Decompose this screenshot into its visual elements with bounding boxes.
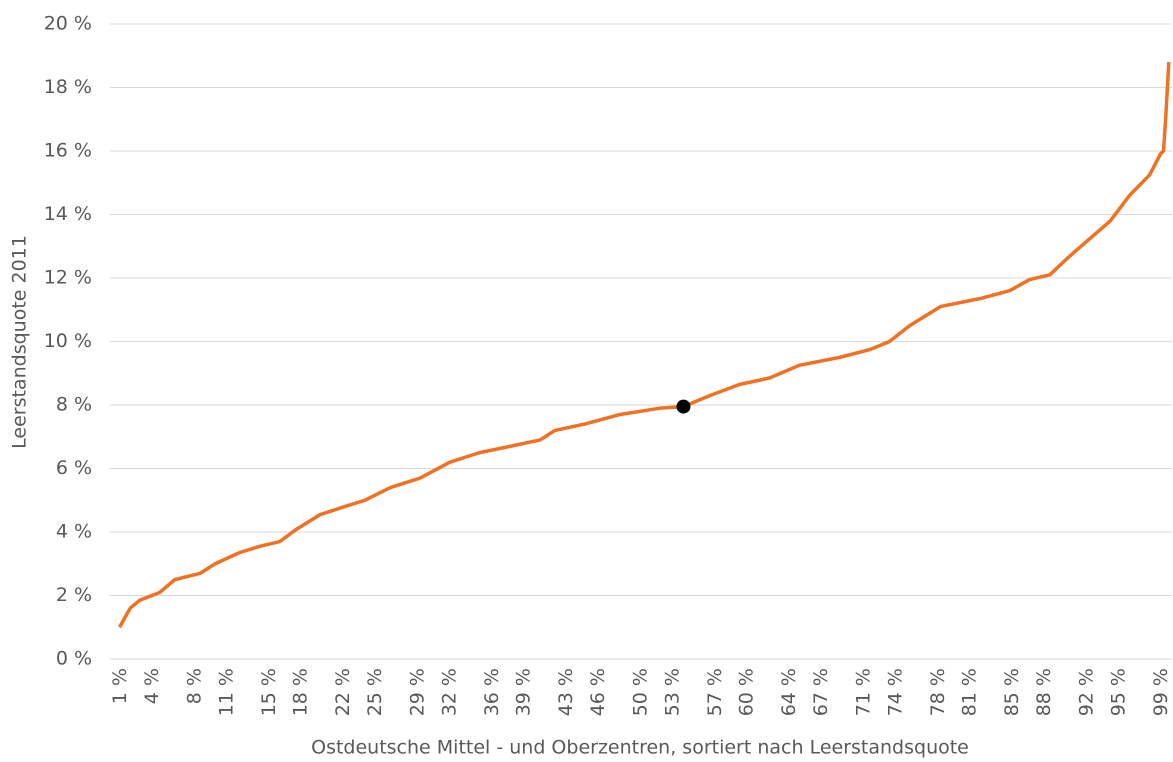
x-tick-label: 39 % <box>513 668 535 716</box>
x-tick-label: 95 % <box>1107 668 1129 716</box>
y-tick-label: 10 % <box>44 330 92 352</box>
x-tick-label: 36 % <box>481 668 503 716</box>
x-tick-label: 92 % <box>1076 668 1098 716</box>
x-tick-label: 88 % <box>1033 668 1055 716</box>
x-tick-label: 8 % <box>183 668 205 704</box>
x-tick-label: 32 % <box>438 668 460 716</box>
x-tick-label: 22 % <box>332 668 354 716</box>
x-tick-label: 4 % <box>141 668 163 704</box>
x-tick-label: 50 % <box>630 668 652 716</box>
y-tick-label: 20 % <box>44 13 92 35</box>
x-axis-title: Ostdeutsche Mittel - und Oberzentren, so… <box>311 737 969 759</box>
y-tick-label: 8 % <box>56 394 92 416</box>
x-tick-label: 64 % <box>778 668 800 716</box>
x-tick-label: 85 % <box>1001 668 1023 716</box>
x-tick-label: 18 % <box>290 668 312 716</box>
data-line <box>118 62 1171 629</box>
y-tick-label: 14 % <box>44 203 92 225</box>
y-tick-label: 0 % <box>56 648 92 670</box>
x-tick-label: 11 % <box>215 668 237 716</box>
x-tick-label: 99 % <box>1150 668 1172 716</box>
x-tick-label: 67 % <box>810 668 832 716</box>
y-tick-label: 16 % <box>44 140 92 162</box>
x-tick-label: 74 % <box>884 668 906 716</box>
highlight-point <box>676 399 691 414</box>
x-tick-label: 1 % <box>109 668 131 704</box>
x-tick-label: 43 % <box>555 668 577 716</box>
x-tick-label: 60 % <box>736 668 758 716</box>
x-tick-label: 71 % <box>853 668 875 716</box>
x-tick-label: 57 % <box>704 668 726 716</box>
y-axis-title: Leerstandsquote 2011 <box>9 235 31 449</box>
y-tick-label: 12 % <box>44 267 92 289</box>
x-tick-label: 53 % <box>661 668 683 716</box>
x-tick-label: 46 % <box>587 668 609 716</box>
x-tick-label: 25 % <box>364 668 386 716</box>
y-tick-label: 6 % <box>56 457 92 479</box>
y-tick-label: 2 % <box>56 584 92 606</box>
x-tick-label: 15 % <box>258 668 280 716</box>
y-tick-label: 18 % <box>44 76 92 98</box>
y-tick-label: 4 % <box>56 521 92 543</box>
x-tick-label: 78 % <box>927 668 949 716</box>
x-tick-label: 29 % <box>406 668 428 716</box>
x-tick-label: 81 % <box>959 668 981 716</box>
